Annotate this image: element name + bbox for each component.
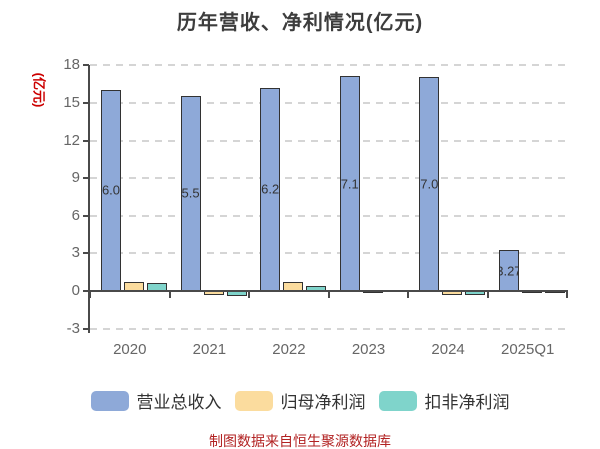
x-tick-label-2022: 2022: [272, 341, 306, 358]
footer-source-note: 制图数据来自恒生聚源数据库: [209, 433, 391, 449]
legend-item-total-revenue: 营业总收入: [90, 388, 222, 413]
legend-swatch-total-revenue: [90, 390, 129, 411]
x-tick-label-2020: 2020: [113, 341, 147, 358]
x-tick-label-2021: 2021: [192, 341, 227, 358]
y-tick-label-18: 18: [63, 56, 80, 74]
y-axis-tick--3: [83, 327, 89, 330]
bar-value-label-total-revenue-2021: 15.56: [181, 185, 200, 201]
bar-total-revenue-2023: 17.15: [339, 76, 360, 291]
y-tick-label-0: 0: [71, 282, 80, 299]
bar-value-label-total-revenue-2023: 17.15: [340, 176, 359, 192]
y-tick-label-9: 9: [71, 169, 80, 187]
gridline-y--3: [90, 327, 568, 330]
y-tick-label-6: 6: [71, 206, 80, 224]
x-tick-label-2024: 2024: [431, 341, 465, 358]
gridline-y-6: [90, 214, 568, 217]
x-axis-tick-2: [248, 292, 251, 298]
x-axis-tick-4: [407, 292, 410, 298]
x-tick-label-2023: 2023: [351, 341, 386, 358]
y-axis-tick-3: [83, 252, 89, 255]
bar-value-label-total-revenue-2022: 16.21: [261, 181, 280, 197]
y-axis-tick-6: [83, 214, 89, 217]
legend-item-net-profit-attributable: 归母净利润: [234, 388, 366, 413]
x-tick-label-2025Q1: 2025Q1: [500, 341, 555, 358]
bar-total-revenue-2020: 16.05: [101, 89, 121, 291]
bar-total-revenue-2024: 17.06: [419, 77, 440, 291]
x-axis-tick-5: [486, 292, 489, 298]
x-axis-tick-0: [89, 292, 91, 298]
y-tick-label-15: 15: [63, 94, 80, 111]
y-tick-label-12: 12: [63, 131, 80, 149]
bar-total-revenue-2021: 15.56: [180, 95, 201, 291]
bar-value-label-total-revenue-2024: 17.06: [420, 176, 439, 192]
legend-swatch-net-profit-attributable: [234, 390, 273, 411]
y-axis-line: [88, 65, 90, 333]
y-axis-tick-18: [83, 64, 89, 67]
y-tick-label-3: 3: [71, 244, 80, 262]
gridline-y-3: [90, 252, 568, 255]
y-axis-tick-12: [83, 139, 89, 142]
legend-label-non-gaap-net-profit: 扣非净利润: [424, 393, 510, 412]
bar-value-label-total-revenue-2025Q1: 3.27: [500, 263, 518, 278]
y-axis-tick-0: [83, 290, 89, 292]
y-axis-tick-15: [83, 102, 89, 104]
x-axis-zero-line: [90, 290, 568, 292]
bar-total-revenue-2025Q1: 3.27: [498, 250, 519, 291]
bar-value-label-total-revenue-2020: 16.05: [101, 182, 121, 198]
legend: 营业总收入 归母净利润 扣非净利润: [0, 388, 600, 413]
gridline-y-9: [90, 177, 568, 180]
bar-total-revenue-2022: 16.21: [260, 87, 281, 291]
chart-title: 历年营收、净利情况(亿元): [176, 12, 424, 34]
gridline-y-12: [90, 139, 568, 142]
x-axis-tick-6: [566, 292, 569, 298]
legend-label-net-profit-attributable: 归母净利润: [280, 393, 366, 412]
gridline-y-18: [90, 64, 568, 67]
legend-swatch-non-gaap-net-profit: [378, 390, 417, 411]
legend-item-non-gaap-net-profit: 扣非净利润: [378, 388, 510, 413]
x-axis-tick-1: [168, 292, 171, 298]
gridline-y-15: [90, 102, 568, 104]
y-tick-label--3: -3: [66, 319, 80, 337]
y-axis-tick-9: [83, 177, 89, 180]
x-axis-tick-3: [327, 292, 330, 298]
legend-label-total-revenue: 营业总收入: [136, 393, 222, 412]
